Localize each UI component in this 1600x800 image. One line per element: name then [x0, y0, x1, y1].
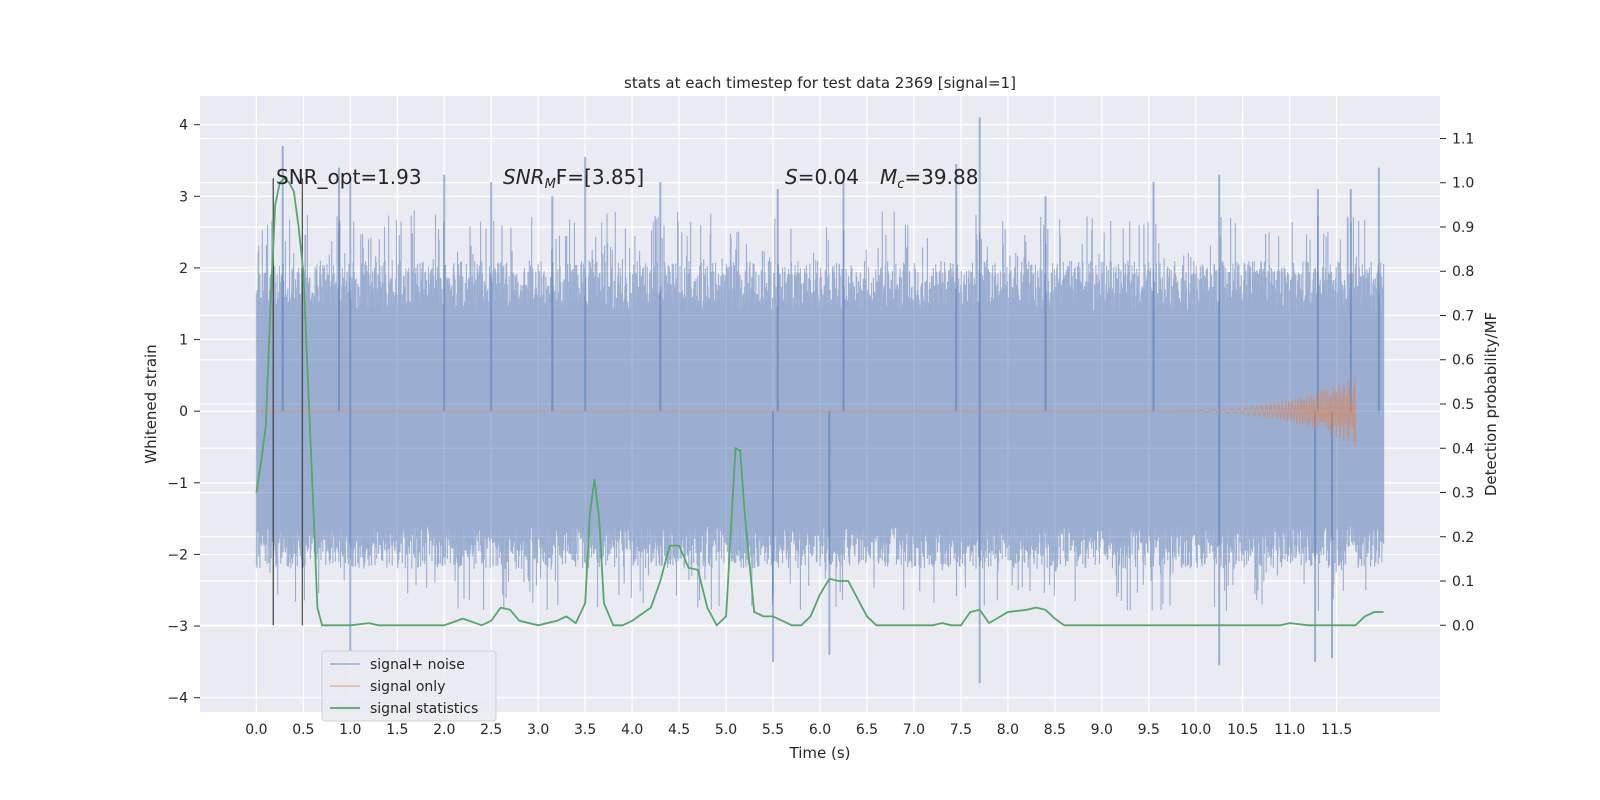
y-tick-label-8: 4 [179, 118, 188, 134]
y2-tick-label-2: 0.2 [1452, 530, 1474, 546]
x-tick-label-23: 11.5 [1321, 722, 1352, 738]
y-tick-label-2: −2 [167, 547, 188, 563]
y2-tick-label-8: 0.8 [1452, 264, 1474, 280]
annotation-snr-opt: SNR_opt=1.93 [276, 165, 422, 189]
y2-axis-label: Detection probability/MF [1482, 312, 1500, 496]
x-tick-label-12: 6.0 [809, 722, 831, 738]
s-value: =0.04 [798, 165, 859, 189]
legend-box [321, 650, 497, 722]
y2-tick-label-5: 0.5 [1452, 397, 1474, 413]
x-tick-label-11: 5.5 [762, 722, 784, 738]
signal-statistics-line [255, 177, 1384, 627]
y-axis-label: Whitened strain [142, 344, 160, 463]
annotation-s: S=0.04 [785, 165, 859, 189]
legend: signal+ noise signal only signal statist… [321, 650, 497, 722]
y-tick-label-4: 0 [179, 404, 188, 420]
y-tick-label-7: 3 [179, 189, 188, 205]
x-tick-label-6: 3.0 [527, 722, 549, 738]
x-tick-label-22: 11.0 [1274, 722, 1305, 738]
s-label: S [785, 165, 798, 189]
x-tick-label-5: 2.5 [480, 722, 502, 738]
signal-only-series [256, 376, 1357, 448]
x-tick-label-2: 1.0 [339, 722, 361, 738]
x-tick-label-21: 10.5 [1227, 722, 1258, 738]
y-tick-label-6: 2 [179, 261, 188, 277]
x-tick-label-9: 4.5 [668, 722, 690, 738]
x-tick-label-15: 7.5 [950, 722, 972, 738]
x-tick-label-14: 7.0 [903, 722, 925, 738]
mc-base: M [880, 165, 897, 189]
x-tick-label-19: 9.5 [1138, 722, 1160, 738]
mc-sub: c [897, 177, 904, 192]
x-tick-label-10: 5.0 [715, 722, 737, 738]
signal-noise-peaks [281, 117, 1380, 684]
x-tick-label-17: 8.5 [1044, 722, 1066, 738]
x-tick-label-18: 9.0 [1091, 722, 1113, 738]
x-tick-label-13: 6.5 [856, 722, 878, 738]
y2-tick-label-0: 0.0 [1452, 618, 1474, 634]
x-tick-label-0: 0.0 [245, 722, 267, 738]
legend-label-signal-noise: signal+ noise [370, 657, 465, 673]
y2-tick-label-11: 1.1 [1452, 131, 1474, 147]
y2-tick-label-10: 1.0 [1452, 176, 1474, 192]
legend-label-signal-statistics: signal statistics [370, 701, 478, 717]
x-axis-ticks: 0.0 0.5 1.0 1.5 2.0 2.5 3.0 3.5 4.0 4.5 5.0 5.5 6.0 6… [245, 722, 1352, 738]
x-tick-label-1: 0.5 [292, 722, 314, 738]
signal-noise-body [255, 210, 1385, 611]
x-tick-label-7: 3.5 [574, 722, 596, 738]
y2-tick-label-3: 0.3 [1452, 486, 1474, 502]
annotation-snr-mf: SNRMF=[3.85] [503, 165, 644, 192]
y-tick-label-3: −1 [167, 476, 188, 492]
x-tick-label-8: 4.0 [621, 722, 643, 738]
y2-tick-label-1: 0.1 [1452, 574, 1474, 590]
x-tick-label-4: 2.0 [433, 722, 455, 738]
y-tick-label-5: 1 [179, 333, 188, 349]
mc-value: =39.88 [904, 165, 978, 189]
y2-tick-label-7: 0.7 [1452, 308, 1474, 324]
y-axis-ticks: −4 −3 −2 −1 0 1 2 3 4 [167, 118, 200, 707]
x-tick-label-3: 1.5 [386, 722, 408, 738]
x-tick-label-16: 8.0 [997, 722, 1019, 738]
y2-tick-label-4: 0.4 [1452, 441, 1474, 457]
x-axis-label: Time (s) [789, 744, 851, 762]
signal-noise-series [255, 117, 1385, 684]
y2-tick-label-6: 0.6 [1452, 353, 1474, 369]
snr-mf-sub: M [545, 177, 556, 192]
snr-mf-base: SNR [503, 165, 545, 189]
legend-label-signal-only: signal only [370, 679, 445, 695]
x-tick-label-20: 10.0 [1180, 722, 1211, 738]
signal-statistics-series [255, 177, 1384, 627]
annotation-mc: Mc=39.88 [880, 165, 978, 192]
y2-tick-label-9: 0.9 [1452, 220, 1474, 236]
y-tick-label-1: −3 [167, 619, 188, 635]
y2-axis-ticks: 0.0 0.1 0.2 0.3 0.4 0.5 0.6 0.7 0.8 0.9 1.0 1.1 [1440, 131, 1474, 634]
snr-mf-rest: F=[3.85] [556, 165, 644, 189]
y-tick-label-0: −4 [167, 691, 188, 707]
signal-only-line [256, 376, 1357, 448]
chart-title: stats at each timestep for test data 236… [624, 74, 1016, 92]
